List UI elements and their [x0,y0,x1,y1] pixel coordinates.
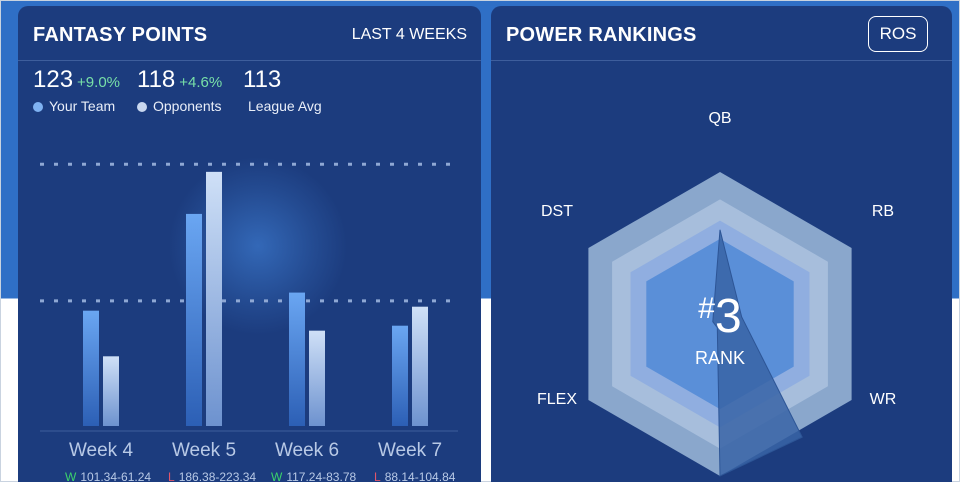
legend-league-avg-label: League Avg [248,98,322,114]
rank-number: #3 [698,290,741,343]
bar-your-team-week-7 [392,325,408,426]
bar-your-team-week-4 [83,310,99,426]
your-team-change: +9.0% [77,74,120,91]
legend-opponents-label: Opponents [153,98,222,114]
result-label: L 88.14-104.84 [374,470,456,482]
x-tick-label: Week 5 [172,440,236,461]
your-team-stat: 123 +9.0% [33,66,120,94]
power-rankings-card: POWER RANKINGS ROS QB RB WR FLEX DST #3 RANK [491,6,952,482]
opponents-change: +4.6% [179,74,223,91]
league-avg-points: 113 [243,66,282,93]
power-rankings-radar-chart: QB RB WR FLEX DST #3 RANK [537,110,897,477]
fantasy-points-title: FANTASY POINTS [33,24,208,46]
legend-league-avg: League Avg [248,98,322,114]
result-label: L 186.38-223.34 [168,470,256,482]
bar-your-team-week-6 [289,292,305,426]
range-selector[interactable]: LAST 4 WEEKS [351,26,467,43]
fantasy-points-card: FANTASY POINTS LAST 4 WEEKS 123 +9.0% 118… [18,6,481,482]
legend-your-team: Your Team [33,98,115,114]
bar-opponents-week-7 [412,306,428,426]
x-tick-label: Week 7 [378,440,442,461]
rank-label: RANK [695,348,745,368]
radar-axis-label-flex: FLEX [537,391,577,408]
bar-your-team-week-5 [186,213,202,426]
power-rankings-title: POWER RANKINGS [506,24,697,46]
radar-axis-label-rb: RB [872,203,894,220]
bar-opponents-week-4 [103,356,119,426]
bar-opponents-week-6 [309,330,325,426]
fantasy-points-bar-chart: Week 4 W 101.34-61.24 Week 5 L 186.38-223.34 W… [40,162,458,482]
legend-opponents: Opponents [137,98,222,114]
your-team-points: 123 [33,66,74,93]
legend-your-team-label: Your Team [49,98,116,114]
ros-toggle-button[interactable]: ROS [868,16,928,52]
radar-axis-label-qb: QB [708,110,731,127]
bar-opponents-week-5 [206,171,222,426]
league-avg-stat: 113 [243,66,281,94]
result-label: W 101.34-61.24 [65,470,151,482]
header-divider [18,60,481,61]
your-team-dot-icon [33,102,43,112]
radar-team-polygon [712,229,803,477]
x-tick-label: Week 6 [275,440,339,461]
header-divider [491,60,952,61]
x-tick-label: Week 4 [69,440,134,461]
radar-axis-label-dst: DST [541,203,573,220]
opponents-dot-icon [137,102,147,112]
opponents-stat: 118 +4.6% [137,66,222,94]
opponents-points: 118 [137,66,176,93]
result-label: W 117.24-83.78 [271,470,356,482]
radar-axis-label-wr: WR [870,391,897,408]
